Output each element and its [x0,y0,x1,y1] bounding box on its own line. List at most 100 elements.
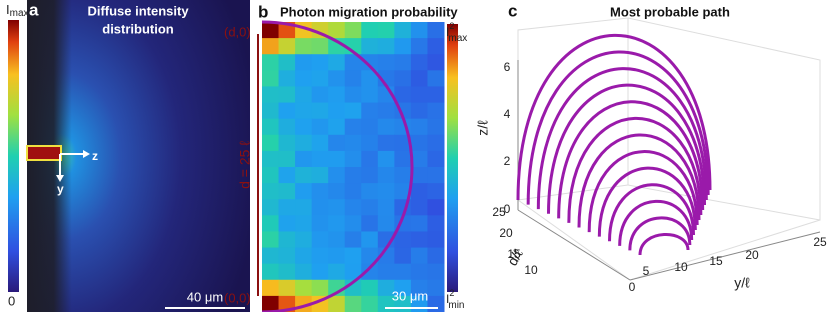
heatmap-cell [262,38,280,55]
heatmap-cell [427,86,445,104]
heatmap-cell [410,86,428,104]
heatmap-cell [262,263,280,281]
heatmap-cell [344,22,362,39]
heatmap-cell [377,54,395,71]
heatmap-cell [311,134,329,152]
heatmap-cell [427,22,445,39]
y-axis-label: y/ℓ [734,275,750,291]
heatmap-cell [377,183,395,200]
panel-title: distribution [102,21,174,36]
heatmap-cell [427,231,445,249]
y-tick-label: 10 [674,260,688,274]
heatmap-cell [377,215,395,232]
z-tick-label: 2 [504,154,511,168]
heatmap-cell [427,102,445,120]
heatmap-cell [311,150,329,168]
colorbar-min: 0 [8,293,15,308]
heatmap-cell [262,247,280,265]
heatmap-cell [394,22,412,39]
heatmap-cell [262,295,280,312]
d-tick-label: 25 [492,205,506,219]
heatmap-cell [361,150,379,168]
heatmap-cell [377,118,395,136]
heatmap-cell [278,118,296,136]
heatmap-cell [278,86,296,104]
heatmap-cell [295,215,313,232]
heatmap-cell [295,247,313,265]
heatmap-cell [410,247,428,265]
heatmap-cell [361,38,379,55]
heatmap-cell [410,231,428,249]
heatmap-cell [328,263,346,281]
heatmap [262,22,445,312]
heatmap-cell [295,134,313,152]
heatmap-cell [410,215,428,232]
heatmap-cell [328,279,346,297]
path-arc [547,83,706,214]
heatmap-cell [344,150,362,168]
heatmap-cell [344,54,362,71]
heatmap-cell [262,167,280,184]
heatmap-cell [427,70,445,87]
heatmap-cell [427,118,445,136]
heatmap-cell [295,70,313,87]
heatmap-cell [427,247,445,265]
heatmap-cell [295,38,313,55]
heatmap-cell [295,199,313,216]
heatmap-cell [328,183,346,200]
heatmap-cell [377,70,395,87]
heatmap-cell [361,247,379,265]
heatmap-cell [394,167,412,184]
colorbar-max: Imax [6,2,29,18]
heatmap-cell [377,102,395,120]
heatmap-cell [278,263,296,281]
heatmap-cell [262,150,280,168]
heatmap-cell [410,102,428,120]
heatmap-cell [328,247,346,265]
heatmap-cell [295,279,313,297]
heatmap-cell [361,215,379,232]
heatmap-cell [394,86,412,104]
heatmap-cell [311,38,329,55]
heatmap-cell [410,22,428,39]
heatmap-cell [262,134,280,152]
heatmap-cell [278,183,296,200]
bottom-label: (0,0) [224,290,251,305]
heatmap-cell [328,167,346,184]
axis-z: z [92,149,98,163]
heatmap-cell [311,279,329,297]
heatmap-cell [262,231,280,249]
heatmap-cell [344,247,362,265]
heatmap-cell [394,54,412,71]
heatmap-cell [311,263,329,281]
heatmap-cell [262,86,280,104]
heatmap-cell [295,150,313,168]
heatmap-cell [262,70,280,87]
heatmap-cell [344,231,362,249]
path-arc [597,166,697,237]
heatmap-cell [427,134,445,152]
heatmap-cell [377,199,395,216]
heatmap-cell [278,70,296,87]
heatmap-cell [295,102,313,120]
heatmap-cell [361,86,379,104]
paths [516,34,712,256]
heatmap-cell [427,199,445,216]
heatmap-cell [328,118,346,136]
heatmap-cell [311,247,329,265]
panel-label: c [508,1,517,20]
heatmap-cell [328,54,346,71]
heatmap-cell [394,231,412,249]
colorbar [447,24,458,292]
colorbar [8,20,19,292]
heatmap-cell [394,70,412,87]
heatmap-cell [361,118,379,136]
z-axis-label: z/ℓ [475,120,491,136]
heatmap-cell [410,118,428,136]
path-arc [587,150,699,233]
heatmap-cell [410,183,428,200]
heatmap-cell [295,167,313,184]
heatmap-cell [377,167,395,184]
